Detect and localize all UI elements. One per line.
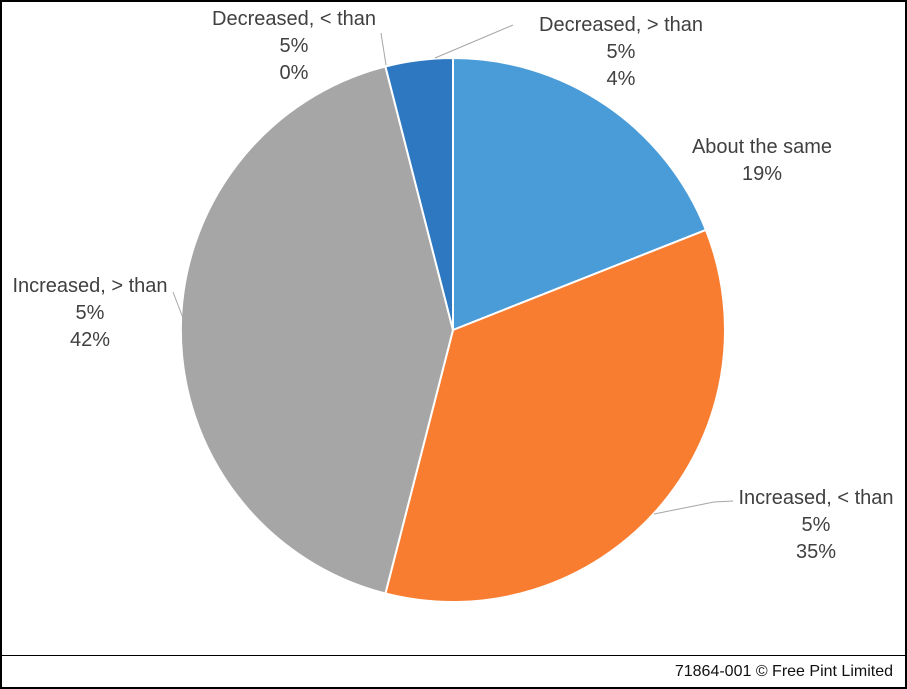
leader-line-increased-than-5 <box>653 500 734 515</box>
footer-credit-text: 71864-001 © Free Pint Limited <box>674 662 893 680</box>
data-label-about-the-same: About the same 19% <box>692 134 832 188</box>
data-label-line: Increased, > than <box>12 275 168 297</box>
data-label-line: 4% <box>606 68 636 90</box>
data-label-increased-less-than-5: Increased, < than 5% 35% <box>738 485 893 566</box>
data-label-line: 19% <box>741 163 783 185</box>
leader-line-increased-than-5 <box>172 291 184 319</box>
leader-line-decreased-than-5 <box>434 24 514 59</box>
data-label-line: 5% <box>801 514 831 536</box>
data-label-line: About the same <box>691 136 833 158</box>
pie-slice-increased-than-5 <box>179 65 454 595</box>
leader-line-decreased-than-5 <box>380 32 387 66</box>
footer-bar: 71864-001 © Free Pint Limited <box>2 656 905 687</box>
data-label-line: Decreased, < than <box>212 8 376 30</box>
pie-chart-area: Decreased, < than 5% 0% Decreased, > tha… <box>2 2 905 656</box>
data-label-line: 5% <box>279 35 309 57</box>
data-label-increased-greater-than-5: Increased, > than 5% 42% <box>12 273 167 354</box>
data-label-decreased-greater-than-5: Decreased, > than 5% 4% <box>539 12 703 93</box>
pie-slice-decreased-than-5 <box>384 56 454 331</box>
data-label-line: 0% <box>279 62 309 84</box>
data-label-line: 42% <box>69 329 111 351</box>
data-label-line: Decreased, > than <box>539 14 703 36</box>
pie-slice-about-the-same <box>452 57 707 331</box>
pie-chart-canvas <box>172 24 734 604</box>
pie-slice-increased-than-5 <box>384 228 726 604</box>
data-label-line: 5% <box>606 41 636 63</box>
data-label-line: Increased, < than <box>738 487 894 509</box>
data-label-line: 35% <box>795 541 837 563</box>
data-label-decreased-less-than-5: Decreased, < than 5% 0% <box>212 6 376 87</box>
data-label-line: 5% <box>75 302 105 324</box>
